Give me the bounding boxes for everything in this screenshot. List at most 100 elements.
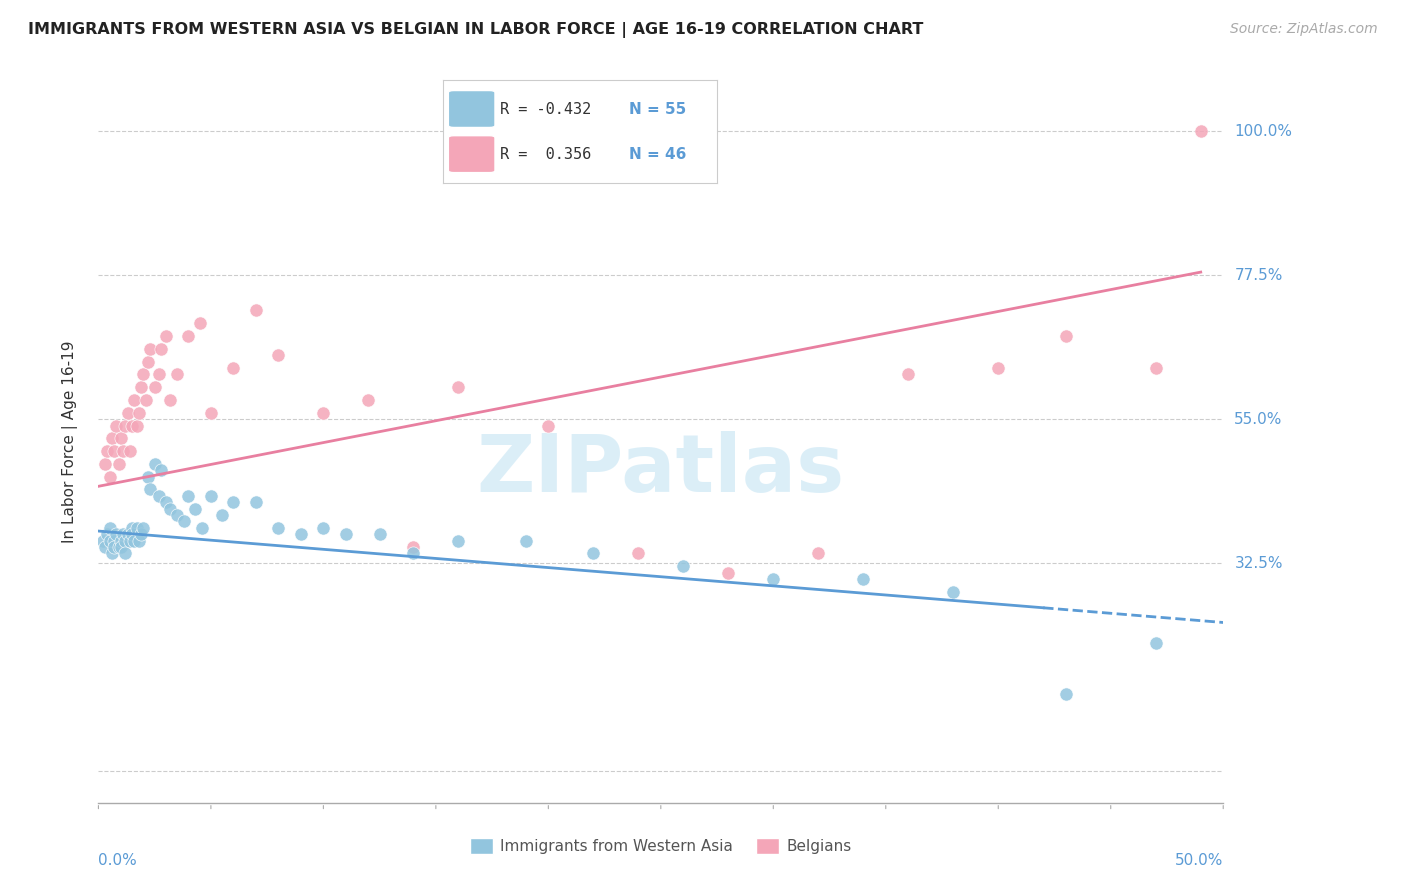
Point	[103, 540, 125, 554]
Point	[807, 546, 830, 560]
Point	[94, 540, 117, 554]
Point	[112, 527, 135, 541]
Point	[135, 392, 157, 407]
Text: N = 55: N = 55	[630, 102, 686, 117]
Text: ZIPatlas: ZIPatlas	[477, 432, 845, 509]
Point	[191, 521, 214, 535]
Point	[200, 406, 222, 420]
Point	[110, 431, 132, 445]
FancyBboxPatch shape	[449, 136, 495, 173]
Point	[128, 406, 150, 420]
Point	[897, 368, 920, 382]
Point	[1144, 636, 1167, 650]
Point	[112, 444, 135, 458]
Point	[143, 380, 166, 394]
Text: N = 46: N = 46	[630, 146, 686, 161]
Point	[136, 354, 159, 368]
Point	[290, 527, 312, 541]
Point	[117, 527, 139, 541]
Point	[114, 418, 136, 433]
Point	[96, 444, 118, 458]
Point	[136, 469, 159, 483]
Point	[211, 508, 233, 522]
Point	[107, 457, 129, 471]
Point	[267, 348, 290, 362]
Point	[98, 469, 121, 483]
Point	[177, 329, 200, 343]
Point	[245, 303, 267, 318]
Text: Source: ZipAtlas.com: Source: ZipAtlas.com	[1230, 22, 1378, 37]
Point	[447, 533, 470, 548]
Point	[267, 521, 290, 535]
Point	[537, 418, 560, 433]
Point	[155, 329, 177, 343]
Point	[1054, 329, 1077, 343]
Point	[222, 495, 245, 509]
Point	[1144, 361, 1167, 376]
Point	[987, 361, 1010, 376]
Text: 50.0%: 50.0%	[1175, 854, 1223, 869]
Point	[717, 566, 740, 580]
Point	[627, 546, 650, 560]
Point	[312, 521, 335, 535]
Point	[159, 501, 181, 516]
Point	[94, 457, 117, 471]
Point	[447, 380, 470, 394]
Point	[672, 559, 695, 574]
Point	[155, 495, 177, 509]
Point	[1189, 124, 1212, 138]
Point	[114, 533, 136, 548]
Point	[335, 527, 357, 541]
Point	[173, 515, 195, 529]
Point	[118, 533, 141, 548]
Point	[143, 457, 166, 471]
Point	[129, 527, 152, 541]
Point	[121, 527, 143, 541]
Point	[245, 495, 267, 509]
Point	[184, 501, 207, 516]
Point	[124, 392, 146, 407]
Point	[101, 431, 124, 445]
Point	[159, 392, 181, 407]
Point	[357, 392, 380, 407]
Text: R = -0.432: R = -0.432	[501, 102, 592, 117]
Point	[166, 508, 188, 522]
Point	[132, 521, 155, 535]
Point	[103, 533, 125, 548]
Point	[402, 540, 425, 554]
Point	[110, 540, 132, 554]
Text: 0.0%: 0.0%	[98, 854, 138, 869]
Point	[98, 521, 121, 535]
Text: IMMIGRANTS FROM WESTERN ASIA VS BELGIAN IN LABOR FORCE | AGE 16-19 CORRELATION C: IMMIGRANTS FROM WESTERN ASIA VS BELGIAN …	[28, 22, 924, 38]
Point	[139, 342, 162, 356]
Point	[110, 533, 132, 548]
Point	[188, 316, 211, 330]
Point	[150, 463, 173, 477]
Point	[148, 368, 170, 382]
Point	[129, 380, 152, 394]
Point	[125, 521, 148, 535]
Point	[103, 444, 125, 458]
Point	[139, 483, 162, 497]
Legend: Immigrants from Western Asia, Belgians: Immigrants from Western Asia, Belgians	[464, 832, 858, 860]
Point	[222, 361, 245, 376]
Point	[124, 533, 146, 548]
Point	[1054, 687, 1077, 701]
Point	[91, 533, 114, 548]
Point	[762, 572, 785, 586]
Point	[105, 418, 128, 433]
Point	[402, 546, 425, 560]
Text: R =  0.356: R = 0.356	[501, 146, 592, 161]
Point	[107, 540, 129, 554]
Point	[368, 527, 391, 541]
Point	[582, 546, 605, 560]
Point	[121, 418, 143, 433]
Point	[200, 489, 222, 503]
Point	[105, 527, 128, 541]
Point	[121, 521, 143, 535]
Text: 77.5%: 77.5%	[1234, 268, 1282, 283]
Point	[118, 444, 141, 458]
Point	[852, 572, 875, 586]
Point	[114, 546, 136, 560]
Text: 100.0%: 100.0%	[1234, 124, 1292, 139]
